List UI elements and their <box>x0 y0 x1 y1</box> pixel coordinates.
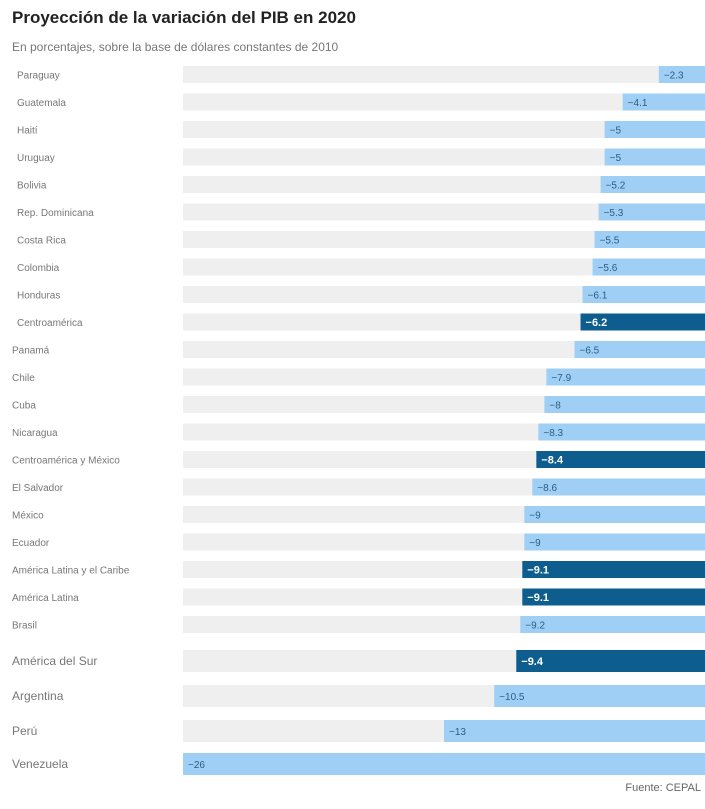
value-label-america-latina: −9.1 <box>527 592 549 604</box>
bar-haiti <box>604 121 705 138</box>
value-label-venezuela: −26 <box>188 760 205 771</box>
value-label-centroamerica-y-mexico: −8.4 <box>541 455 564 467</box>
bar-costa-rica <box>594 231 705 248</box>
category-label-el-salvador: El Salvador <box>12 483 64 494</box>
bar-argentina <box>494 685 705 707</box>
category-label-brasil: Brasil <box>12 621 37 632</box>
value-label-nicaragua: −8.3 <box>543 428 563 439</box>
category-label-honduras: Honduras <box>17 291 60 302</box>
value-label-el-salvador: −8.6 <box>537 483 557 494</box>
bar-america-latina-y-el-caribe <box>522 561 705 578</box>
category-label-rep-dominicana: Rep. Dominicana <box>17 208 94 219</box>
bar-centroamerica <box>580 313 705 331</box>
bar-track-colombia <box>183 258 705 276</box>
bar-uruguay <box>604 148 705 166</box>
value-label-rep-dominicana: −5.3 <box>604 208 624 219</box>
bar-venezuela <box>183 753 705 775</box>
bar-track-paraguay <box>183 66 705 83</box>
category-label-guatemala: Guatemala <box>17 98 66 109</box>
value-label-america-latina-y-el-caribe: −9.1 <box>527 565 549 577</box>
bar-rep-dominicana <box>598 203 705 221</box>
category-label-centroamerica-y-mexico: Centroamérica y México <box>12 456 120 467</box>
category-label-america-latina: América Latina <box>12 593 79 604</box>
value-label-panama: −6.5 <box>580 346 600 357</box>
value-label-colombia: −5.6 <box>598 263 618 274</box>
category-label-mexico: México <box>12 511 44 522</box>
bar-brasil <box>520 616 705 633</box>
bar-track-guatemala <box>183 93 705 111</box>
value-label-centroamerica: −6.2 <box>586 317 608 329</box>
category-label-chile: Chile <box>12 373 35 384</box>
bar-bolivia <box>600 176 705 193</box>
value-label-cuba: −8 <box>549 401 561 412</box>
bar-chile <box>546 368 705 386</box>
bar-panama <box>574 341 705 358</box>
value-label-haiti: −5 <box>610 126 622 137</box>
category-label-nicaragua: Nicaragua <box>12 428 58 439</box>
bar-track-rep-dominicana <box>183 203 705 221</box>
category-label-bolivia: Bolivia <box>17 181 47 192</box>
category-label-america-latina-y-el-caribe: América Latina y el Caribe <box>12 566 130 577</box>
value-label-chile: −7.9 <box>551 373 571 384</box>
category-label-argentina: Argentina <box>12 689 64 703</box>
value-label-uruguay: −5 <box>610 153 622 164</box>
category-label-centroamerica: Centroamérica <box>17 318 83 329</box>
value-label-ecuador: −9 <box>529 538 541 549</box>
bar-el-salvador <box>532 478 705 496</box>
category-label-ecuador: Ecuador <box>12 538 50 549</box>
category-label-peru: Perú <box>12 724 37 738</box>
category-label-costa-rica: Costa Rica <box>17 236 66 247</box>
value-label-argentina: −10.5 <box>499 692 525 703</box>
value-label-mexico: −9 <box>529 511 541 522</box>
category-label-paraguay: Paraguay <box>17 71 60 82</box>
bar-mexico <box>524 506 705 523</box>
bar-paraguay <box>658 66 705 83</box>
value-label-bolivia: −5.2 <box>606 181 626 192</box>
bar-track-honduras <box>183 286 705 303</box>
value-label-peru: −13 <box>449 727 466 738</box>
category-label-panama: Panamá <box>12 346 50 357</box>
value-label-brasil: −9.2 <box>525 621 545 632</box>
bar-cuba <box>544 396 705 413</box>
value-label-guatemala: −4.1 <box>628 98 648 109</box>
source-note: Fuente: CEPAL <box>625 782 701 794</box>
bar-nicaragua <box>538 423 705 441</box>
bar-centroamerica-y-mexico <box>536 451 705 468</box>
category-label-uruguay: Uruguay <box>17 153 55 164</box>
chart-title: Proyección de la variación del PIB en 20… <box>12 8 356 27</box>
bar-colombia <box>592 258 705 276</box>
bar-track-uruguay <box>183 148 705 166</box>
chart-subtitle: En porcentajes, sobre la base de dólares… <box>12 40 339 54</box>
bar-ecuador <box>524 533 705 551</box>
bar-track-centroamerica <box>183 313 705 331</box>
bar-guatemala <box>622 93 705 111</box>
bar-track-haiti <box>183 121 705 138</box>
value-label-america-del-sur: −9.4 <box>521 656 544 668</box>
category-label-cuba: Cuba <box>12 401 36 412</box>
bar-track-costa-rica <box>183 231 705 248</box>
category-label-colombia: Colombia <box>17 263 60 274</box>
bar-track-bolivia <box>183 176 705 193</box>
category-label-america-del-sur: América del Sur <box>12 654 97 668</box>
bar-america-latina <box>522 588 705 606</box>
bar-america-del-sur <box>516 650 705 672</box>
bar-honduras <box>582 286 705 303</box>
value-label-paraguay: −2.3 <box>664 71 684 82</box>
value-label-honduras: −6.1 <box>588 291 608 302</box>
category-label-venezuela: Venezuela <box>12 757 68 771</box>
bar-peru <box>444 720 705 742</box>
value-label-costa-rica: −5.5 <box>600 236 620 247</box>
category-label-haiti: Haití <box>17 126 38 137</box>
